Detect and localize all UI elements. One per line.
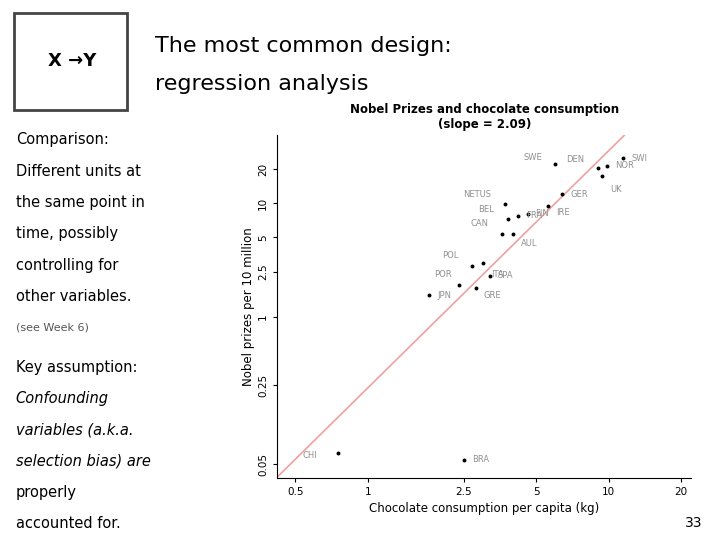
X-axis label: Chocolate consumption per capita (kg): Chocolate consumption per capita (kg) xyxy=(369,503,599,516)
Point xyxy=(618,154,629,163)
Text: FIN: FIN xyxy=(536,209,549,218)
Text: GER: GER xyxy=(570,190,588,199)
Text: SWI: SWI xyxy=(631,154,647,163)
Text: The most common design:: The most common design: xyxy=(155,36,451,56)
Text: selection bias) are: selection bias) are xyxy=(16,454,150,469)
Text: JPN: JPN xyxy=(438,291,451,300)
Point xyxy=(549,160,561,169)
Text: time, possibly: time, possibly xyxy=(16,226,118,241)
Point xyxy=(499,200,510,208)
Point xyxy=(458,455,469,464)
Title: Nobel Prizes and chocolate consumption
(slope = 2.09): Nobel Prizes and chocolate consumption (… xyxy=(350,103,618,131)
Text: SWE: SWE xyxy=(523,153,542,162)
Text: NOR: NOR xyxy=(615,161,634,170)
Text: properly: properly xyxy=(16,485,77,500)
Text: GRE: GRE xyxy=(484,291,501,300)
Text: X →Y: X →Y xyxy=(48,52,96,70)
Text: IRE: IRE xyxy=(556,208,570,217)
Text: POL: POL xyxy=(442,251,459,260)
Text: accounted for.: accounted for. xyxy=(16,516,120,531)
Text: NETUS: NETUS xyxy=(464,190,491,199)
Text: Different units at: Different units at xyxy=(16,164,140,179)
Y-axis label: Nobel prizes per 10 million: Nobel prizes per 10 million xyxy=(243,227,256,386)
Text: CAN: CAN xyxy=(471,219,489,228)
Text: variables (a.k.a.: variables (a.k.a. xyxy=(16,422,133,437)
Point xyxy=(601,161,613,170)
Text: Confounding: Confounding xyxy=(16,391,109,406)
Point xyxy=(470,284,482,292)
Text: DEN: DEN xyxy=(566,156,585,164)
Point xyxy=(522,210,534,218)
Text: (see Week 6): (see Week 6) xyxy=(16,323,89,333)
Text: BRA: BRA xyxy=(472,455,489,464)
Text: SPA: SPA xyxy=(498,271,513,280)
Text: ITA: ITA xyxy=(491,271,503,279)
Point xyxy=(423,291,435,300)
Point xyxy=(466,262,477,271)
Point xyxy=(484,272,495,280)
Text: AUL: AUL xyxy=(521,239,537,248)
Text: 33: 33 xyxy=(685,516,702,530)
Point xyxy=(332,449,343,457)
Text: the same point in: the same point in xyxy=(16,195,145,210)
Text: regression analysis: regression analysis xyxy=(155,73,369,94)
Text: Comparison:: Comparison: xyxy=(16,132,109,147)
Point xyxy=(502,215,513,224)
Text: BEL: BEL xyxy=(478,205,494,214)
Point xyxy=(557,190,568,199)
Text: controlling for: controlling for xyxy=(16,258,118,273)
Text: FRA: FRA xyxy=(526,211,542,220)
Point xyxy=(507,230,518,238)
Point xyxy=(477,258,489,267)
Point xyxy=(496,230,508,238)
Text: CHI: CHI xyxy=(302,451,317,460)
Text: POR: POR xyxy=(434,269,452,279)
Point xyxy=(592,164,603,172)
Point xyxy=(512,211,523,220)
FancyBboxPatch shape xyxy=(14,14,127,110)
Text: other variables.: other variables. xyxy=(16,289,131,304)
Text: UK: UK xyxy=(611,185,622,194)
Point xyxy=(454,281,465,289)
Point xyxy=(542,201,554,210)
Point xyxy=(596,171,608,180)
Text: Key assumption:: Key assumption: xyxy=(16,360,138,375)
